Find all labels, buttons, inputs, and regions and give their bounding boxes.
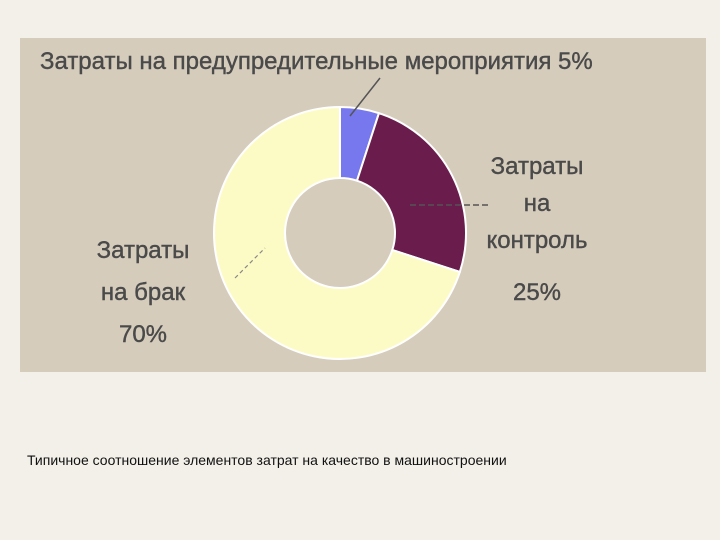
annotation-defect-line2: на брак [100, 279, 186, 306]
annotation-defect: Затраты на брак 70% [78, 230, 208, 356]
figure-caption: Типичное соотношение элементов затрат на… [27, 452, 507, 468]
chart-figure: Затраты на предупредительные мероприятия… [20, 38, 706, 372]
annotation-control: Затраты на контроль 25% [472, 148, 602, 311]
annotation-control-line2: на [523, 190, 551, 218]
annotation-control-line1: Затраты [490, 153, 584, 180]
donut-chart [213, 77, 490, 360]
donut-slice-2 [213, 105, 462, 360]
annotation-control-percent: 25% [512, 278, 562, 306]
leader-line-defect [234, 247, 266, 279]
annotation-control-line3: контроль [486, 227, 588, 255]
chart-title: Затраты на предупредительные мероприятия… [40, 48, 593, 75]
annotation-defect-line1: Затраты [96, 237, 190, 264]
leader-line-prevention [349, 77, 381, 117]
annotation-defect-percent: 70% [118, 321, 168, 348]
donut-slice-1 [355, 111, 467, 274]
